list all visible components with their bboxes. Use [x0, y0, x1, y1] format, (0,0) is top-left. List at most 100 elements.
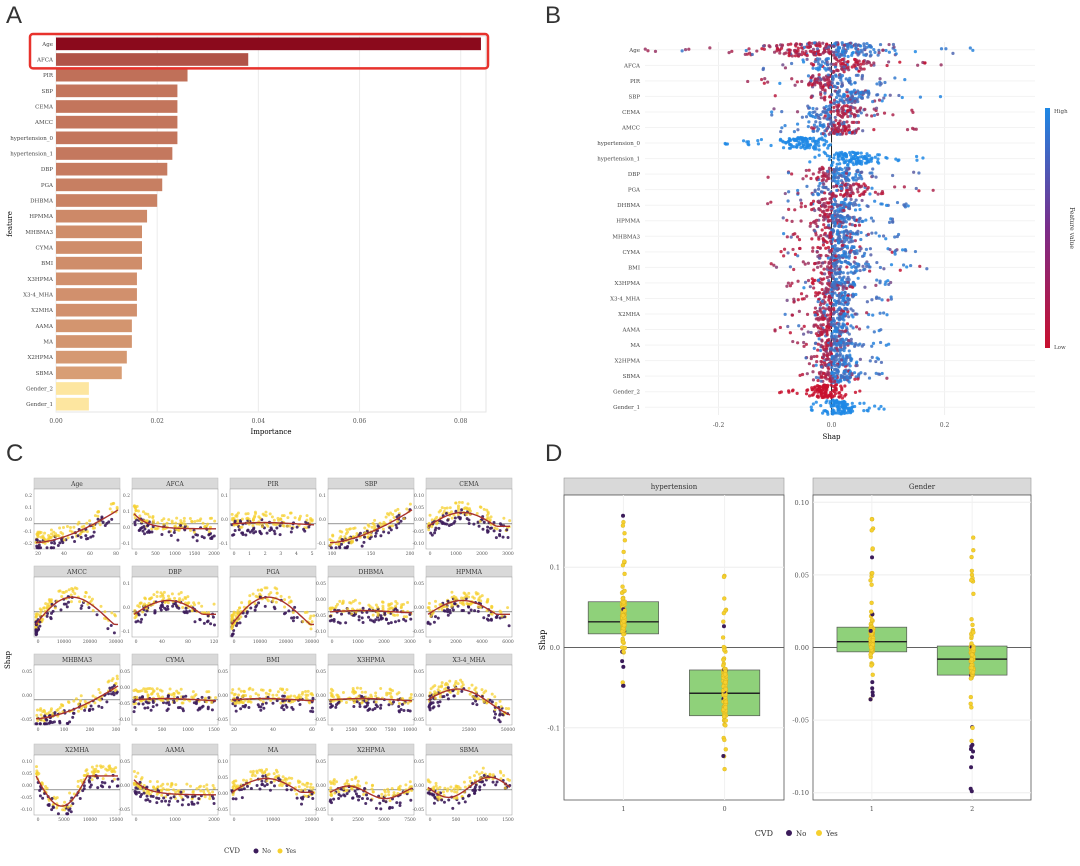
panel-c-point-no [184, 694, 188, 698]
panel-c-point-yes [167, 518, 171, 522]
panel-c-point-yes [162, 517, 166, 521]
panel-b-point [820, 332, 824, 336]
panel-c-point-yes [289, 511, 293, 515]
panel-b-point [862, 342, 866, 347]
panel-c-point-yes [373, 518, 377, 522]
panel-b-point [893, 76, 897, 80]
panel-b-point [876, 153, 880, 157]
panel-c-point-no [446, 518, 450, 522]
panel-a-bar [56, 350, 127, 364]
panel-a-bar [56, 256, 142, 270]
panel-b-point [826, 112, 830, 116]
panel-c-point-yes [45, 606, 49, 610]
panel-b-point [828, 301, 832, 305]
panel-c-point-no [343, 546, 347, 550]
panel-c-point-no [453, 602, 457, 606]
panel-b-point [781, 63, 785, 67]
panel-b-point [883, 282, 887, 286]
panel-c-facet-title: PGA [266, 569, 280, 576]
panel-b-point [787, 139, 791, 143]
panel-b-point [816, 115, 820, 120]
panel-b-point [808, 160, 812, 164]
panel-b-point [823, 197, 827, 201]
panel-c-point-yes [39, 608, 43, 612]
panel-b-point [800, 46, 804, 50]
panel-b-point [856, 63, 860, 67]
panel-b-point [825, 303, 829, 307]
panel-c-point-yes [76, 702, 80, 706]
panel-b-point [778, 138, 782, 142]
panel-b-point [812, 286, 816, 290]
panel-c-point-no [287, 609, 291, 613]
panel-c-point-yes [394, 509, 398, 513]
panel-c-point-no [290, 526, 294, 530]
panel-b-point [836, 294, 840, 298]
panel-c-facet-title: BMI [267, 657, 281, 664]
panel-c-point-no [151, 705, 155, 709]
panel-b-point [832, 282, 837, 287]
panel-b-point [859, 170, 863, 175]
panel-b-point [849, 337, 853, 342]
panel-b-point [831, 316, 835, 321]
panel-c-x-tick-label: 0 [135, 727, 138, 733]
panel-b-point [687, 47, 691, 51]
panel-c-x-tick-label: 1000 [450, 551, 462, 557]
panel-b-point [857, 372, 861, 376]
panel-b-point [923, 61, 927, 65]
panel-b-point [905, 265, 909, 269]
panel-b-point [838, 151, 842, 155]
panel-b-point [849, 90, 853, 94]
panel-c-point-yes [478, 519, 482, 523]
panel-b-point [800, 372, 805, 377]
panel-b-point [875, 82, 879, 86]
panel-b-point [848, 355, 852, 359]
panel-c-point-yes [253, 510, 257, 514]
panel-c-point-no [37, 543, 41, 547]
panel-c-point-no [467, 611, 471, 615]
panel-b-point [833, 391, 838, 396]
panel-c-point-no [165, 708, 169, 712]
panel-b-point [824, 104, 828, 109]
panel-c-point-no [105, 700, 109, 704]
panel-b-point [865, 264, 869, 269]
panel-b-point [845, 188, 849, 192]
panel-c-point-yes [78, 600, 82, 604]
panel-b-point [789, 42, 793, 46]
panel-c-point-yes [39, 707, 43, 711]
panel-c-point-yes [467, 591, 471, 595]
panel-c-y-tick-label: 0.05 [22, 669, 32, 675]
panel-c-point-yes [173, 524, 177, 528]
panel-c-point-no [58, 719, 62, 723]
panel-b-point [811, 402, 815, 406]
panel-b-point [823, 289, 827, 294]
panel-b-point [816, 342, 820, 346]
panel-c-point-no [160, 603, 164, 607]
panel-c-point-yes [367, 524, 371, 528]
panel-b-point [822, 395, 827, 399]
panel-b-point [830, 126, 834, 131]
panel-b-point [851, 315, 855, 319]
panel-b-point [815, 309, 819, 314]
panel-b-point [856, 377, 860, 381]
panel-b-point [790, 54, 794, 58]
panel-b-point [792, 145, 796, 149]
panel-b-point [848, 159, 853, 163]
panel-b-point [778, 391, 782, 395]
panel-b-point [849, 359, 853, 363]
panel-b-point [828, 274, 832, 279]
panel-b-point [755, 49, 759, 53]
panel-b-point [836, 322, 841, 326]
panel-b-point [889, 297, 893, 301]
panel-b-point [762, 81, 766, 85]
panel-b-feature-label: AMCC [621, 125, 640, 131]
panel-b-point [821, 174, 826, 178]
panel-b-point [812, 41, 817, 45]
panel-c-point-yes [289, 600, 293, 604]
panel-a-x-tick-label: 0.00 [49, 418, 63, 425]
panel-c-point-no [132, 700, 136, 704]
panel-c-point-yes [176, 691, 180, 695]
panel-c-point-yes [136, 690, 140, 694]
panel-c-point-yes [88, 519, 92, 523]
